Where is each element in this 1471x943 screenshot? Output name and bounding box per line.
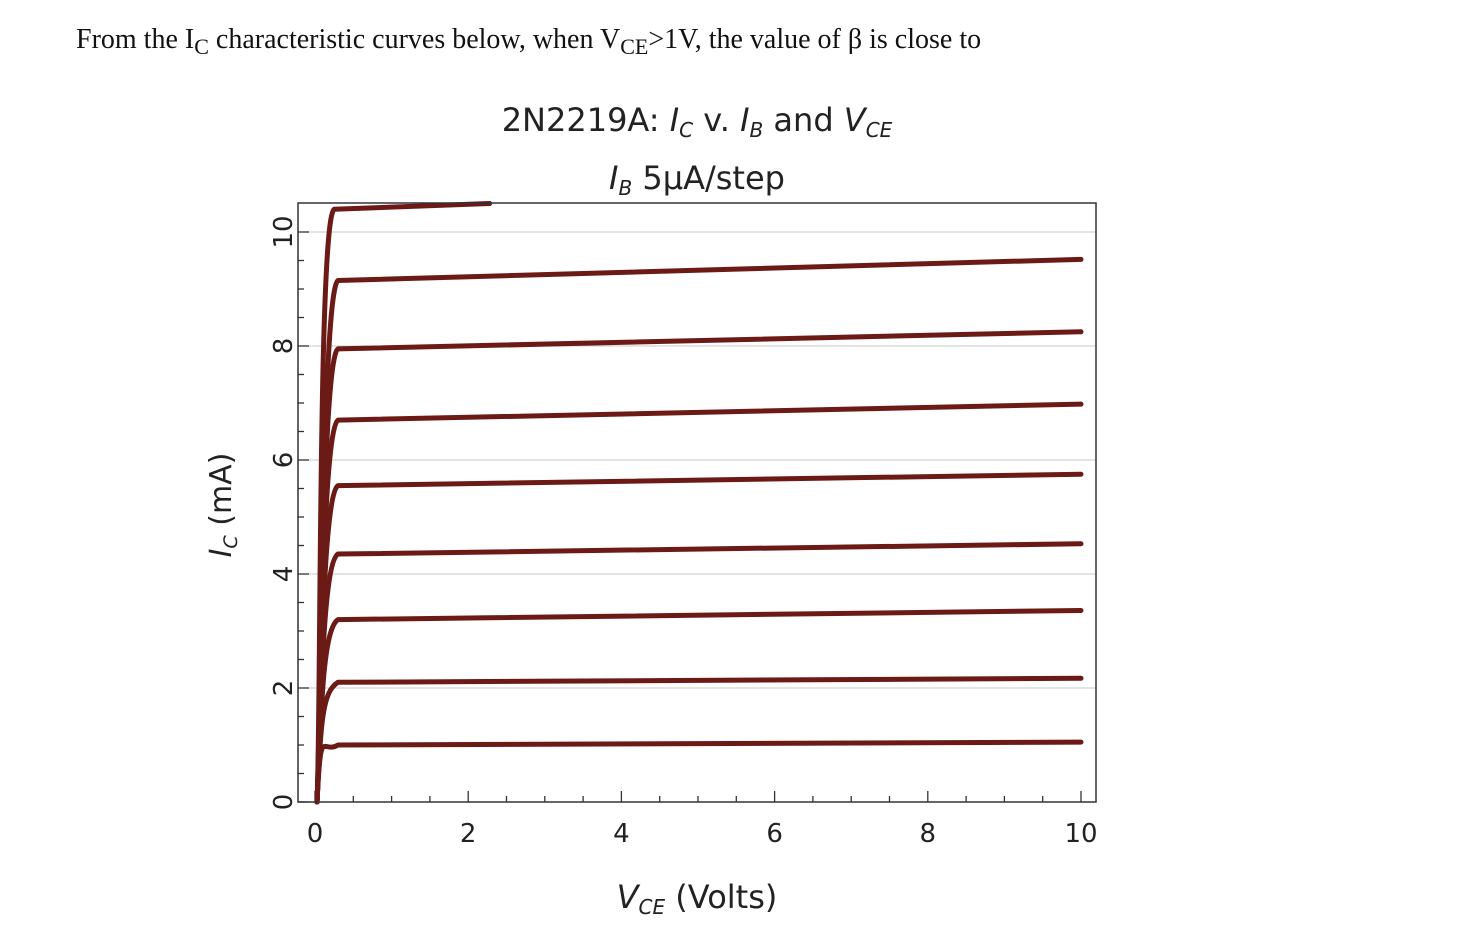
x-axis-label: VCE (Volts) [617, 878, 778, 919]
ib-curve-3 [314, 607, 1084, 805]
x-tick-label: 6 [766, 819, 783, 849]
x-tick-label: 0 [307, 819, 324, 849]
ib-curve-7 [314, 329, 1084, 805]
ib-curve-9 [314, 201, 493, 805]
question-text: From the IC characteristic curves below,… [76, 24, 982, 59]
chart-title: 2N2219A: IC v. IB and VCE [502, 101, 893, 142]
y-axis-label: IC (mA) [204, 453, 242, 558]
x-tick-label: 10 [1064, 819, 1097, 849]
chart-subtitle: IB 5μA/step [609, 159, 785, 200]
ib-curve-4 [314, 541, 1084, 805]
y-tick-label: 4 [269, 566, 299, 583]
axis-ticks: 0 2 4 6 8 10 0 2 4 6 8 10 [269, 215, 1098, 849]
plot-frame [297, 202, 1097, 803]
y-tick-label: 10 [269, 215, 299, 248]
y-tick-label: 2 [269, 680, 299, 697]
y-tick-label: 6 [269, 452, 299, 469]
ib-curve-1 [314, 739, 1084, 805]
x-tick-label: 8 [920, 819, 937, 849]
x-tick-label: 4 [613, 819, 630, 849]
y-tick-label: 8 [269, 338, 299, 355]
ib-curve-5 [314, 471, 1084, 805]
curve-series [314, 201, 1084, 805]
y-tick-label: 0 [269, 794, 299, 811]
x-tick-label: 2 [460, 819, 477, 849]
